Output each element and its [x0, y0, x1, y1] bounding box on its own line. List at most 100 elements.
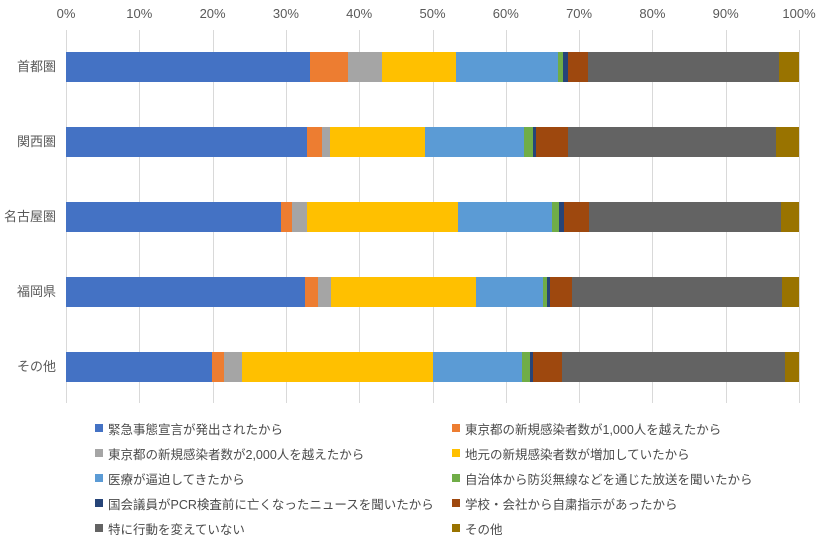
- x-axis-tick-label: 50%: [419, 6, 446, 21]
- legend-label: 東京都の新規感染者数が1,000人を越えたから: [465, 422, 722, 437]
- bar-segment: [521, 352, 530, 382]
- x-axis-tick-label: 40%: [346, 6, 373, 21]
- bar-segment: [550, 277, 573, 307]
- bar-segment: [241, 352, 434, 382]
- bar-segment: [779, 52, 799, 82]
- legend-swatch-icon: [452, 424, 460, 432]
- bar-segment: [587, 52, 780, 82]
- legend-item: 東京都の新規感染者数が1,000人を越えたから: [452, 421, 722, 437]
- bar-segment: [66, 52, 311, 82]
- x-axis-tick-label: 0%: [56, 6, 76, 21]
- bar-segment: [589, 202, 781, 232]
- category-label: 福岡県: [16, 284, 56, 299]
- legend-item: 東京都の新規感染者数が2,000人を越えたから: [95, 446, 365, 462]
- legend-label: 東京都の新規感染者数が2,000人を越えたから: [108, 447, 365, 462]
- bar-segment: [381, 52, 456, 82]
- bar-segment: [66, 202, 281, 232]
- bar-segment: [535, 127, 569, 157]
- bar-segment: [572, 277, 783, 307]
- legend-swatch-icon: [452, 474, 460, 482]
- legend-item: 特に行動を変えていない: [95, 521, 245, 535]
- x-axis-tick-label: 80%: [639, 6, 666, 21]
- bar-segment: [551, 202, 560, 232]
- bar-segment: [476, 277, 544, 307]
- bar-segment: [458, 202, 552, 232]
- legend-item: 医療が逼迫してきたから: [95, 471, 245, 487]
- bar-segment: [532, 127, 536, 157]
- x-axis-tick-label: 60%: [492, 6, 519, 21]
- bar-segment: [562, 52, 569, 82]
- x-axis-tick-label: 10%: [126, 6, 153, 21]
- bar-segment: [782, 277, 799, 307]
- legend-label: 緊急事態宣言が発出されたから: [108, 422, 284, 437]
- legend-label: その他: [465, 522, 503, 535]
- bar-segment: [304, 277, 319, 307]
- bar-segment: [559, 202, 565, 232]
- category-label: 名古屋圏: [3, 209, 56, 224]
- bar-segment: [329, 127, 426, 157]
- bar-segment: [307, 202, 459, 232]
- bar-segment: [776, 127, 799, 157]
- bar-segment: [292, 202, 308, 232]
- legend-label: 医療が逼迫してきたから: [108, 472, 245, 487]
- bar-segment: [568, 127, 777, 157]
- bar-segment: [543, 277, 547, 307]
- x-axis-tick-label: 90%: [712, 6, 739, 21]
- x-axis-tick-label: 70%: [566, 6, 593, 21]
- legend-label: 自治体から防災無線などを通じた放送を聞いたから: [465, 472, 753, 487]
- category-label: 首都圏: [16, 59, 56, 74]
- bar-segment: [223, 352, 242, 382]
- x-axis-tick-label: 30%: [272, 6, 299, 21]
- bar-segment: [331, 277, 477, 307]
- bar-segment: [425, 127, 525, 157]
- legend-item: 緊急事態宣言が発出されたから: [95, 421, 284, 437]
- bar-segment: [310, 52, 349, 82]
- bar-segment: [557, 52, 563, 82]
- bar-segment: [564, 202, 590, 232]
- legend-swatch-icon: [95, 424, 103, 432]
- legend-item: その他: [452, 521, 503, 535]
- bar-segment: [318, 277, 332, 307]
- legend-swatch-icon: [452, 524, 460, 532]
- bar-segment: [568, 52, 588, 82]
- bar-segment: [211, 352, 224, 382]
- bar-segment: [529, 352, 533, 382]
- bar-segment: [780, 202, 799, 232]
- x-axis-tick-label: 100%: [782, 6, 816, 21]
- bar-segment: [66, 127, 308, 157]
- bar-segment: [280, 202, 293, 232]
- bar-segment: [348, 52, 382, 82]
- category-label: 関西圏: [16, 134, 56, 149]
- legend-item: 自治体から防災無線などを通じた放送を聞いたから: [452, 471, 753, 487]
- legend-swatch-icon: [452, 449, 460, 457]
- bar-segment: [562, 352, 786, 382]
- bar-segment: [532, 352, 563, 382]
- bar-row: [66, 202, 799, 232]
- legend-swatch-icon: [95, 449, 103, 457]
- bar-segment: [66, 352, 212, 382]
- x-axis-tick-label: 20%: [199, 6, 226, 21]
- bar-row: [66, 352, 799, 382]
- legend-swatch-icon: [452, 499, 460, 507]
- bar-segment: [433, 352, 522, 382]
- bar-segment: [321, 127, 330, 157]
- bar-segment: [307, 127, 322, 157]
- legend-item: 地元の新規感染者数が増加していたから: [452, 446, 690, 462]
- bar-row: [66, 277, 799, 307]
- legend-swatch-icon: [95, 524, 103, 532]
- legend-item: 学校・会社から自粛指示があったから: [452, 496, 678, 512]
- legend-item: 国会議員がPCR検査前に亡くなったニュースを聞いたから: [95, 496, 434, 512]
- legend-label: 学校・会社から自粛指示があったから: [465, 497, 678, 512]
- legend-label: 特に行動を変えていない: [108, 522, 245, 535]
- bar-segment: [524, 127, 533, 157]
- bar-row: [66, 127, 799, 157]
- bar-segment: [546, 277, 551, 307]
- bar-row: [66, 52, 799, 82]
- bar-segment: [66, 277, 305, 307]
- gridline: [799, 30, 800, 403]
- bar-segment: [455, 52, 558, 82]
- bar-segment: [785, 352, 799, 382]
- legend-swatch-icon: [95, 499, 103, 507]
- legend-swatch-icon: [95, 474, 103, 482]
